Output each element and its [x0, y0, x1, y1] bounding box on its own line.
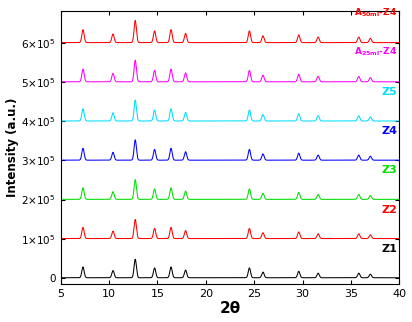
Text: Z3: Z3	[382, 166, 398, 175]
Text: $\mathdefault{A_{50ml}}$-Z4: $\mathdefault{A_{50ml}}$-Z4	[354, 6, 398, 19]
Text: $\mathdefault{A_{25ml}}$-Z4: $\mathdefault{A_{25ml}}$-Z4	[354, 45, 398, 58]
Text: Z1: Z1	[382, 244, 398, 254]
X-axis label: 2θ: 2θ	[220, 301, 241, 317]
Text: Z5: Z5	[382, 87, 398, 97]
Y-axis label: Intensity (a.u.): Intensity (a.u.)	[5, 98, 19, 197]
Text: Z4: Z4	[382, 126, 398, 136]
Text: Z2: Z2	[382, 205, 398, 215]
